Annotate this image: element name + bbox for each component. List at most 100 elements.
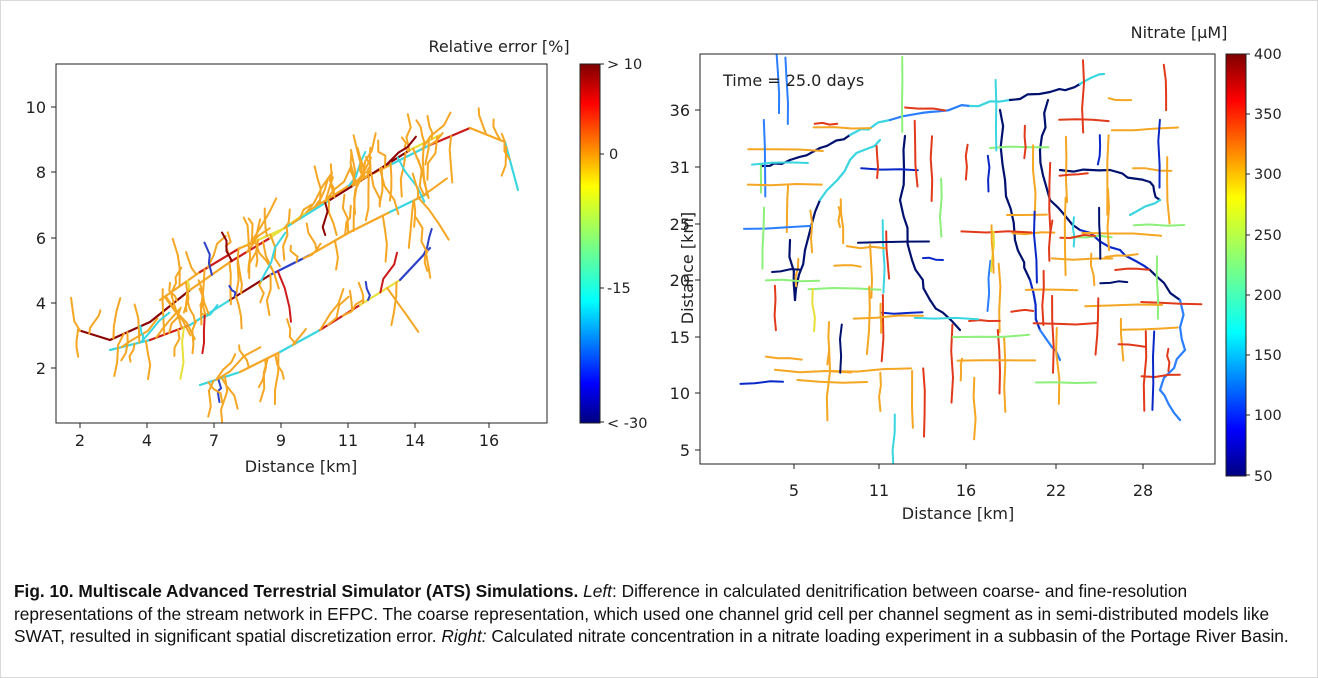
left-plot: 2 4 7 9 11 14 16 Distance [km] 2 4 6 8 1…: [26, 37, 648, 476]
right-xlabel: Distance [km]: [902, 504, 1014, 523]
stream-tributary: [302, 242, 322, 260]
stream-tributary: [922, 367, 926, 438]
right-plot: Time = 25.0 days 5 11 16 22 28 Distance …: [670, 23, 1282, 523]
stream-tributary: [1058, 172, 1089, 177]
stream-tributary: [305, 173, 332, 214]
stream-tributary: [413, 199, 417, 228]
stream-tributary: [1033, 210, 1038, 284]
stream-tributary: [305, 222, 318, 253]
stream-segment: [198, 246, 242, 274]
stream-tributary: [785, 184, 790, 234]
right-xtick-marks: [793, 464, 1144, 469]
stream-tributary: [238, 344, 250, 369]
stream-tributary: [1050, 257, 1114, 261]
stream-tributary: [990, 224, 995, 274]
stream-tributary: [1081, 231, 1163, 237]
left-ytick-label: 8: [36, 163, 46, 182]
stream-tributary: [197, 279, 210, 315]
stream-tributary: [237, 260, 243, 295]
stream-tributary: [313, 165, 322, 205]
stream-tributary: [904, 106, 947, 112]
right-colorbar-label: 350: [1254, 107, 1282, 123]
stream-tributary: [771, 268, 801, 273]
left-ytick-label: 6: [36, 229, 46, 248]
stream-tributary: [378, 166, 384, 205]
stream-tributary: [88, 309, 102, 335]
stream-tributary: [407, 199, 415, 249]
stream-tributary: [179, 326, 185, 380]
stream-tributary: [996, 329, 1001, 395]
stream-tributary: [1142, 330, 1148, 412]
left-xtick-label: 7: [209, 431, 219, 450]
stream-tributary: [1166, 347, 1171, 373]
stream-tributary: [1025, 288, 1079, 292]
stream-tributary: [891, 413, 896, 464]
stream-tributary: [377, 139, 387, 169]
stream-tributary: [875, 145, 879, 179]
stream-tributary: [880, 311, 924, 315]
stream-segment: [238, 350, 282, 374]
right-stream-network: [739, 54, 1203, 464]
stream-tributary: [839, 323, 843, 374]
stream-tributary: [112, 297, 122, 340]
stream-tributary: [1140, 301, 1203, 306]
left-ytick-marks: [51, 106, 56, 369]
stream-tributary: [1166, 156, 1171, 225]
left-ytick-label: 10: [26, 98, 46, 117]
stream-tributary: [113, 332, 125, 377]
stream-tributary: [186, 297, 196, 323]
stream-tributary: [291, 203, 313, 225]
right-ytick-label: 36: [670, 101, 690, 120]
stream-tributary: [364, 174, 370, 222]
stream-tributary: [751, 161, 809, 166]
stream-tributary: [1106, 187, 1111, 252]
stream-tributary: [968, 319, 1001, 322]
stream-segment: [898, 198, 914, 262]
stream-tributary: [352, 182, 359, 232]
stream-tributary: [289, 244, 299, 263]
stream-tributary: [168, 306, 182, 334]
right-ylabel: Distance [km]: [678, 212, 697, 324]
right-colorbar: [1225, 53, 1247, 477]
stream-segment: [928, 103, 972, 114]
stream-tributary: [370, 173, 381, 208]
right-plot-frame: [699, 53, 1216, 465]
caption-label: Fig. 10. Multiscale Advanced Terrestrial…: [14, 581, 579, 601]
stream-tributary: [811, 287, 816, 333]
stream-segment: [1158, 348, 1187, 392]
stream-tributary: [228, 285, 237, 299]
stream-tributary: [1081, 59, 1085, 134]
caption-right-word: Right:: [441, 626, 487, 646]
stream-tributary: [448, 135, 454, 184]
stream-tributary: [845, 245, 887, 250]
stream-tributary: [1151, 330, 1156, 411]
left-colorbar: [579, 63, 601, 424]
stream-tributary: [144, 340, 152, 381]
stream-tributary: [161, 288, 166, 336]
stream-tributary: [426, 135, 439, 181]
stream-tributary: [1084, 303, 1164, 308]
stream-tributary: [400, 136, 410, 153]
stream-tributary: [207, 379, 215, 418]
stream-tributary: [327, 199, 338, 237]
stream-tributary: [833, 264, 862, 268]
stream-tributary: [1032, 322, 1099, 326]
stream-segment: [968, 98, 1012, 108]
right-colorbar-label: 250: [1254, 228, 1282, 244]
stream-tributary: [168, 281, 178, 302]
left-xtick-label: 9: [276, 431, 286, 450]
stream-tributary: [951, 333, 1031, 339]
stream-tributary: [1119, 317, 1125, 362]
left-plot-frame: [55, 63, 548, 424]
left-colorbar-label: -15: [607, 281, 631, 297]
left-ytick-label: 4: [36, 294, 46, 313]
stream-tributary: [348, 289, 354, 311]
stream-tributary: [390, 281, 398, 327]
stream-tributary: [364, 280, 371, 301]
left-colorbar-title: Relative error [%]: [428, 37, 569, 56]
stream-tributary: [273, 351, 280, 406]
stream-tributary: [155, 308, 180, 339]
stream-tributary: [417, 197, 450, 241]
stream-tributary: [415, 119, 426, 144]
stream-tributary: [428, 132, 444, 147]
